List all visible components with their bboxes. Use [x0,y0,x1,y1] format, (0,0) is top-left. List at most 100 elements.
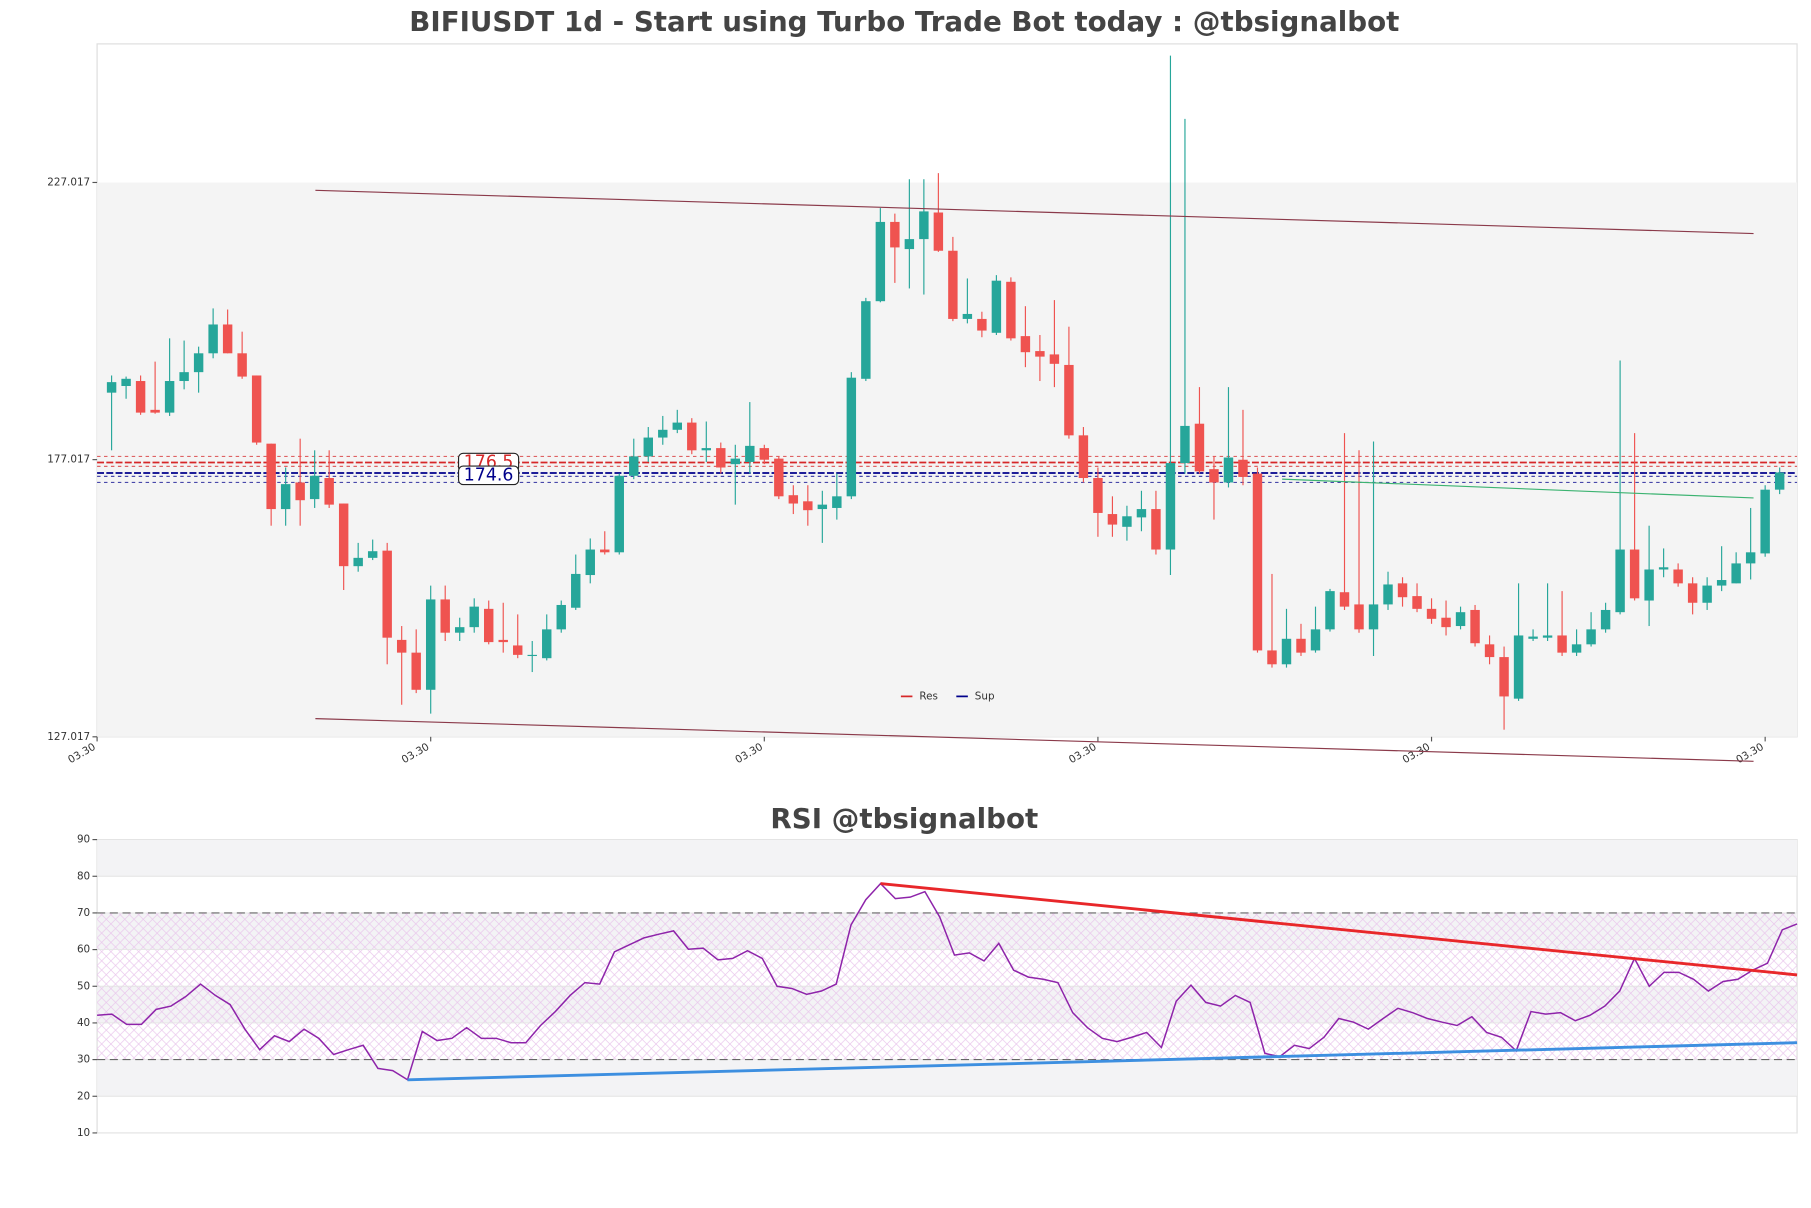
candle-body [759,448,770,460]
trendline [1282,478,1754,499]
candle-body [788,495,799,504]
candle-body [367,551,378,558]
trendline [315,189,1754,235]
candle-body [614,475,624,553]
candle-body [1513,635,1524,699]
candle-body [1281,638,1292,665]
candle-body [658,429,668,438]
candle-body [1339,592,1350,607]
chart-title: BIFIUSDT 1d - Start using Turbo Trade Bo… [409,5,1399,38]
candle-body [309,475,320,500]
candle-body [1528,636,1538,639]
candle-body [1180,425,1190,464]
candle-body [1557,635,1567,653]
candle-body [121,378,131,387]
candle-body [919,211,929,240]
candle-body [1673,569,1683,584]
trendline [315,718,1754,762]
candle-body [861,301,871,379]
candle-body [280,484,291,510]
legend-label: Sup [975,690,995,702]
y-tick-label: 30 [77,1054,90,1066]
candle-body [150,409,160,413]
candle-body [1745,552,1756,564]
candle-body [353,557,363,567]
candle-body [643,437,653,457]
candle-body [1122,516,1132,527]
candle-body [1484,644,1495,658]
candle-body [222,324,233,354]
candle-body [948,250,958,319]
candle-body [1383,584,1393,605]
candle-body [513,645,523,655]
candle-body [1006,281,1016,339]
candle-body [382,550,392,638]
x-tick-label: 03.30 [1067,741,1099,766]
candle-body [933,212,944,251]
candle-body [1238,459,1248,477]
candle-body [425,599,436,690]
y-tick-label: 177.017 [47,454,90,466]
candle-body [585,549,595,576]
candle-body [542,629,552,659]
candle-body [745,445,755,462]
candle-body [1615,549,1625,613]
candle-body [803,501,813,511]
candle-body [1412,596,1422,609]
candle-body [1687,583,1698,603]
candle-body [716,448,726,468]
candle-body [1151,509,1161,550]
y-tick-label: 40 [77,1017,90,1029]
trendline [880,882,1798,977]
candle-body [1064,364,1074,436]
candle-body [324,478,334,505]
candle-body [440,599,450,633]
candle-body [1600,609,1611,630]
x-tick-label: 03.30 [1401,741,1433,766]
candle-body [251,375,262,443]
candle-body [396,639,407,653]
candle-body [701,448,712,451]
candle-body [1310,629,1321,651]
candle-body [527,654,537,657]
candle-body [1194,423,1205,472]
candle-body [977,318,987,331]
candle-body [1760,489,1770,554]
x-tick-label: 03.30 [733,741,765,766]
candle-body [1426,608,1437,619]
x-tick-label: 03.30 [400,741,432,766]
candle-body [556,604,566,630]
candle-body [1542,635,1553,638]
candle-body [1470,609,1480,644]
y-tick-label: 10 [77,1127,90,1139]
candle-body [164,381,175,413]
candle-body [600,549,610,553]
candle-body [571,573,581,608]
candle-body [193,353,204,373]
candle-body [1165,463,1176,550]
candle-body [1499,657,1509,697]
candle-body [208,324,218,354]
level-label-box [457,465,520,486]
x-tick-label: 03.30 [66,741,98,766]
candle-body [904,239,915,250]
candle-body [1731,563,1741,584]
candle-body [266,443,276,510]
candle-body [629,456,639,476]
candle-body [991,280,1002,333]
candle-body [1136,509,1147,518]
candle-body [484,608,494,643]
y-tick-label: 70 [77,907,90,919]
candle-body [106,382,117,393]
candle-body [1209,469,1219,483]
candle-body [1252,473,1263,651]
candle-body [1325,591,1335,630]
candle-body [1586,629,1596,645]
rsi-line [97,882,1798,1081]
candle-body [1368,604,1379,630]
candle-body [1658,567,1669,570]
candle-body [1455,612,1466,627]
candle-body [1397,583,1408,598]
